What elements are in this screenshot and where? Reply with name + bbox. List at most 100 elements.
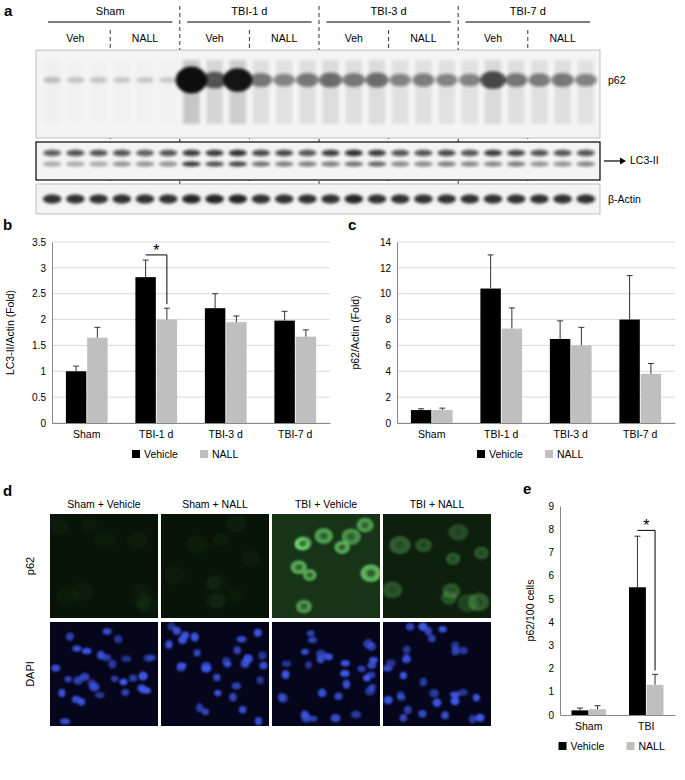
upper-band [437,150,455,156]
band-row [43,195,595,204]
y-axis-line [560,507,561,716]
p62-cell-nucleus [474,598,484,607]
p62-cell-nucleus [347,533,356,541]
y-tick-label: 0 [548,710,554,721]
dapi-nucleus [82,648,92,654]
y-tick-label: 0 [385,418,391,429]
upper-band [391,150,409,156]
legend-swatch [477,450,485,458]
x-tick-label: TBI-3 d [554,428,589,440]
band [275,161,294,166]
x-tick-label: TBI-1 d [484,428,519,440]
dapi-image [383,622,491,726]
dapi-nucleus [406,623,415,631]
y-axis: 0123456789 [548,501,560,721]
dapi-nucleus [386,659,396,666]
error-bar [97,327,98,337]
dapi-nucleus [258,652,266,660]
dapi-nucleus [439,626,447,633]
p62-cell-nucleus [210,580,216,586]
bar [647,685,664,715]
bar [274,321,294,423]
band [484,195,503,204]
dapi-nucleus [433,699,442,707]
dapi-nucleus [308,637,317,643]
band [90,77,108,83]
group-underline [48,22,172,23]
y-tick-label: 12 [380,263,392,274]
grid-line [52,293,330,294]
dapi-nucleus [418,710,426,718]
y-tick-label: 4 [385,366,391,377]
band-smear [253,60,269,124]
y-axis-title: LC3-II/Actin (Fold) [4,290,16,375]
band [414,161,433,166]
treatment-label: Veh [66,32,84,44]
dapi-nucleus [232,683,241,690]
y-axis: 02468101214 [380,237,398,429]
y-tick-label: 1 [40,366,46,377]
y-tick: 8 [385,314,397,325]
band [159,161,178,166]
band [112,161,131,166]
error-bar [581,327,582,345]
p62-cell [303,569,317,581]
band [43,77,61,84]
band [344,195,363,204]
dapi-nucleus [256,676,263,684]
dapi-nucleus [400,714,407,722]
dapi-nucleus [363,639,373,648]
significance-bracket [637,530,655,670]
p62-cell [448,524,468,541]
p62-cell-nucleus [295,564,302,571]
blot-panel: aShamVehNALLTBI-1 dVehNALLTBI-3 dVehNALL… [4,2,659,214]
band-smear [531,60,547,124]
treatment-label: NALL [132,32,158,44]
dapi-nucleus [451,641,459,650]
dapi-nucleus [343,680,351,689]
x-tick-label: TBI [638,720,654,732]
error-bar [166,308,167,319]
upper-band [275,150,293,156]
band [321,195,340,204]
dapi-nucleus [307,630,315,636]
error-bar [236,316,237,322]
dapi-nucleus [101,654,111,661]
band [298,161,317,166]
band-smear [415,60,431,124]
band-smear [554,60,570,124]
dapi-nucleus [234,646,241,654]
legend-swatch [545,450,553,458]
x-axis: ShamTBI-1 dTBI-3 dTBI-7 d [398,423,676,440]
dapi-nucleus [51,665,60,672]
band-smear [137,60,153,124]
y-tick: 2 [40,314,52,325]
dapi-nucleus [222,657,231,664]
upper-band [298,150,316,156]
upper-band [530,150,548,156]
dapi-nucleus [334,693,342,700]
dapi-nucleus [441,711,449,719]
band-smear [299,60,315,124]
dapi-nucleus [165,640,172,648]
p62-image [383,514,491,618]
p62-cell [474,547,489,560]
legend-label: NALL [557,448,583,460]
p62-cell [206,593,224,608]
grid-line [397,267,675,268]
upper-band [507,150,525,156]
p62-cell [314,528,333,544]
upper-band [484,150,502,156]
band [275,195,294,204]
treatment-label: NALL [271,32,297,44]
error-cap [652,674,658,675]
p62-cell-nucleus [100,535,110,544]
significance-bracket [146,255,167,304]
treatment-label: Veh [484,32,502,44]
treatment-label: Veh [345,32,363,44]
bar [629,587,646,715]
p62-cell-nucleus [339,544,346,550]
dapi-nucleus [424,627,432,636]
y-tick-label: 6 [548,570,554,581]
bar [157,320,177,423]
